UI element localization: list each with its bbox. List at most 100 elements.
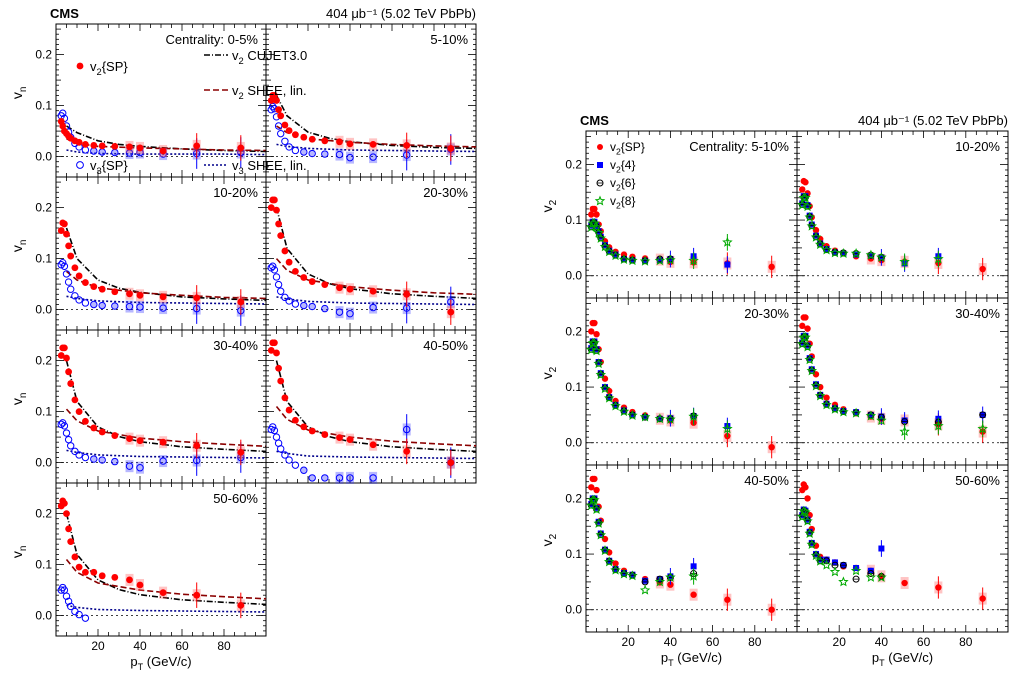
v2-point (65, 368, 72, 376)
v3-syst-box (322, 305, 328, 312)
v3-point (300, 301, 308, 310)
v2-point (111, 432, 119, 439)
panel-3: 30-40% (796, 297, 1009, 466)
v2-sp-point (935, 584, 942, 591)
panel-4: 0.0 0.1 0.2 vn 30-40% (9, 329, 267, 484)
v2-8-point (586, 344, 597, 355)
v2-4-point (597, 233, 604, 240)
v2-point (75, 272, 83, 280)
shee-v3-curve (276, 296, 477, 306)
panel-data (797, 314, 988, 443)
y-tick-label: 0.0 (35, 303, 52, 317)
v2-8-point (876, 415, 887, 425)
v2-4-point (806, 212, 813, 219)
y-tick-label: 0.2 (35, 507, 52, 521)
v2-sp-point (768, 443, 775, 451)
v2-point (61, 500, 68, 507)
v2-8-point (850, 565, 862, 576)
v2-4-point (595, 228, 602, 235)
v3-point (81, 614, 90, 622)
v2-8-point (589, 217, 600, 228)
v3-point (335, 308, 344, 316)
v2-sp-point (593, 330, 600, 338)
v3-point (62, 270, 71, 278)
y-axis-label: v2 (539, 533, 559, 546)
v2-8-point (838, 248, 849, 258)
v2-8-point (589, 494, 600, 505)
panel-frame (585, 297, 798, 466)
v3-point (62, 592, 71, 600)
x-tick-label: 20 (622, 635, 636, 649)
v3-syst-box (125, 460, 134, 473)
panel-0: 0.0 0.1 0.2 vn Centrality: 0-5% (9, 23, 267, 178)
v2-sp-point (690, 591, 697, 598)
v2-4-point (823, 556, 830, 563)
v3-point (277, 129, 285, 138)
v2-point (447, 145, 455, 152)
v2-8-point (688, 570, 699, 581)
v2-point (346, 436, 354, 444)
v3-point (59, 258, 67, 267)
v2-4-point (656, 257, 663, 264)
v2-point (292, 267, 299, 275)
legend-marker-v3-sp (76, 161, 84, 169)
v3-point (300, 466, 308, 474)
v2-point (369, 140, 377, 148)
v2-sp-point (612, 560, 619, 567)
v2-4-point (804, 516, 811, 523)
v3-syst-box (99, 457, 105, 464)
panel-4: 0.0 0.1 0.2 v2 20 40 60 80 pT (GeV/c) 40-50% (539, 464, 798, 668)
v2-sp-point (588, 328, 595, 335)
v2-point (277, 112, 285, 120)
legend-label-3: v2{8} (610, 194, 636, 211)
x-tick-label: 60 (917, 635, 931, 649)
shee-v2-curve (65, 558, 267, 600)
v2-8-point (639, 255, 651, 266)
shee-v3-curve (276, 450, 477, 460)
panel-frame (796, 464, 1009, 633)
v3-point (67, 442, 75, 450)
v2-4-point (588, 500, 595, 507)
v2-point (136, 291, 144, 299)
v2-8-point (806, 365, 818, 376)
v2-point (126, 290, 133, 298)
v3-point (60, 262, 69, 270)
v2-point (369, 287, 377, 295)
v2-point (61, 344, 68, 352)
v3-point (269, 262, 277, 270)
v2-point (98, 572, 106, 580)
v2-8-point (814, 390, 826, 401)
v2-point (111, 288, 119, 296)
v3-point (75, 296, 83, 304)
y-axis-label: v2 (539, 366, 559, 379)
panel-data (267, 339, 477, 484)
v2-sp-point (588, 484, 595, 491)
luminosity-label: 404 μb⁻¹ (5.02 TeV PbPb) (858, 113, 1008, 128)
v2-point (285, 258, 293, 266)
v2-4-point (724, 261, 731, 268)
v2-8-point (595, 369, 607, 380)
v2-4-point (601, 546, 608, 553)
v2-8-point (810, 380, 822, 391)
panel-0: 0.0 0.1 0.2 v2 Centrality: 5-10% (539, 130, 798, 299)
v2-8-point (800, 192, 811, 203)
v3-point (59, 109, 67, 117)
v2-4-point (612, 251, 619, 258)
v3-syst-box (159, 455, 168, 468)
v2-8-point (804, 528, 815, 538)
v2-8-point (829, 566, 841, 577)
v3-point (125, 302, 134, 311)
y-tick-label: 0.1 (35, 405, 52, 419)
legend-marker-1 (597, 162, 603, 168)
v2-8-point (977, 423, 988, 434)
panel-label: 30-40% (955, 306, 1000, 321)
v2-point (193, 442, 201, 450)
v2-point (193, 591, 201, 599)
shee-v3-curve (276, 143, 477, 153)
legend-label-2: v2{6} (610, 176, 636, 193)
v3-syst-box (99, 302, 105, 309)
v2-8-point (810, 231, 822, 242)
y-axis-label: vn (9, 240, 29, 253)
experiment-label: CMS (580, 113, 609, 128)
v2-point (281, 121, 289, 129)
